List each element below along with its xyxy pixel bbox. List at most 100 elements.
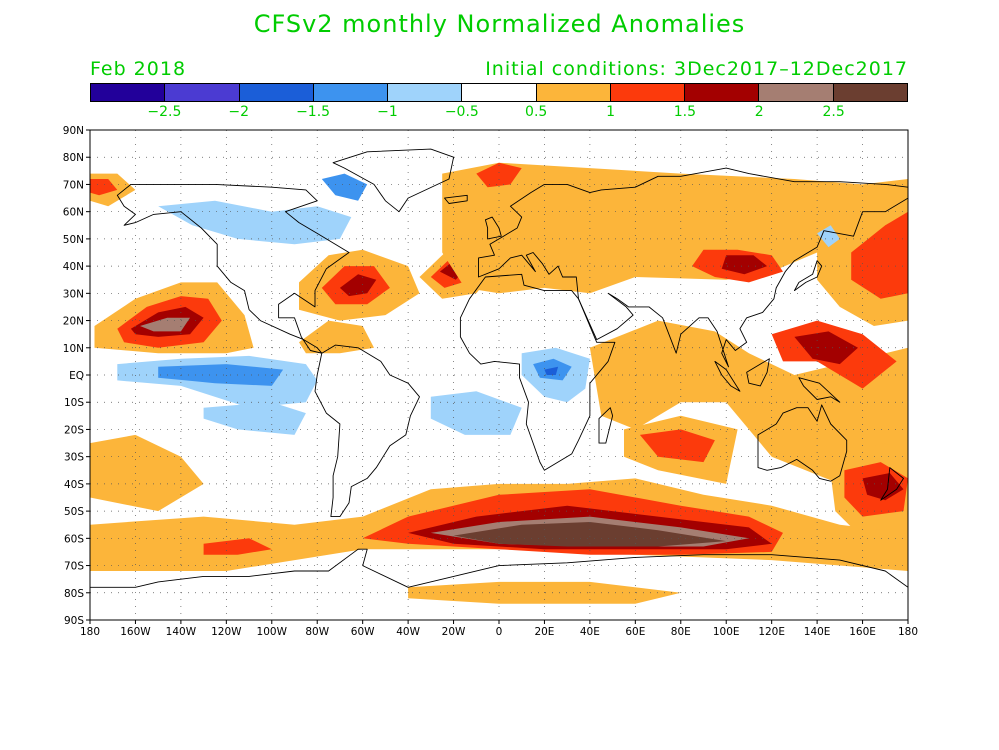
lon-label: 80E <box>671 626 691 638</box>
anomaly-region <box>90 238 222 277</box>
anomaly-region <box>721 255 768 275</box>
coastline <box>116 183 350 354</box>
anomaly-region <box>90 434 204 512</box>
colorbar-label: 2.5 <box>822 104 845 120</box>
lat-label: 90N <box>63 125 84 137</box>
lat-label: 30N <box>63 288 84 300</box>
colorbar-swatch <box>759 84 834 101</box>
anomaly-region <box>140 317 190 332</box>
lat-label: 20S <box>64 424 84 436</box>
colorbar-swatch <box>610 84 686 101</box>
coastline <box>714 360 741 392</box>
lon-label: 40W <box>396 626 420 638</box>
lon-label: 180 <box>898 626 918 638</box>
anomaly-region <box>817 225 840 248</box>
anomaly-region <box>476 162 522 188</box>
anomaly-region <box>639 429 715 463</box>
colorbar-swatch <box>313 84 389 101</box>
colorbar-label: 2 <box>754 104 764 120</box>
anomaly-region <box>339 274 377 297</box>
colorbar-swatch <box>91 84 166 101</box>
lat-label: 80S <box>64 588 84 600</box>
forecast-month: Feb 2018 <box>90 58 187 80</box>
colorbar-swatch <box>388 84 463 101</box>
anomaly-region <box>544 366 559 375</box>
coastline <box>746 358 770 387</box>
coastline <box>332 148 455 213</box>
lon-label: 60W <box>351 626 375 638</box>
lat-label: 60N <box>63 207 84 219</box>
colorbar-swatch <box>239 84 314 101</box>
colorbar-swatch <box>833 84 907 101</box>
colorbar-label: 1 <box>606 104 615 120</box>
lat-label: EQ <box>69 370 84 382</box>
lon-label: 20W <box>442 626 466 638</box>
coastline <box>757 404 848 482</box>
coastline <box>90 548 908 620</box>
map-title: CFSv2 monthly Normalized Anomalies <box>253 10 746 38</box>
lon-label: 140W <box>166 626 197 638</box>
lon-label: 20E <box>534 626 554 638</box>
lon-label: 0 <box>496 626 503 638</box>
latitude-axis: 90N 80N 70N 60N 50N 40N 30N 20N 10N EQ 10S 20S 30S 40… <box>63 125 90 627</box>
lat-label: 60S <box>64 533 84 545</box>
lat-label: 90S <box>64 615 84 627</box>
lat-label: 80N <box>63 152 84 164</box>
colorbar-label: 0.5 <box>525 104 548 120</box>
initial-conditions: Initial conditions: 3Dec2017–12Dec2017 <box>485 58 908 80</box>
coastline <box>314 344 420 518</box>
coastline <box>478 167 908 368</box>
coastline <box>484 216 502 240</box>
anomaly-region <box>442 162 908 294</box>
lat-label: 50S <box>64 506 84 518</box>
colorbar-swatch <box>462 84 537 101</box>
lon-label: 160E <box>849 626 876 638</box>
anomaly-region <box>321 173 368 201</box>
anomaly-region <box>90 179 118 196</box>
lon-label: 180 <box>80 626 100 638</box>
colorbar-label: −1 <box>377 104 398 120</box>
lat-label: 10S <box>64 397 84 409</box>
lon-label: 120W <box>211 626 242 638</box>
lat-label: 40S <box>64 479 84 491</box>
longitude-axis: 180 160W 140W 120W 100W 80W 60W 40W 20W 0 20E 40E 60… <box>80 620 918 638</box>
anomaly-region <box>299 320 374 354</box>
lon-label: 40E <box>580 626 600 638</box>
coastline <box>880 467 904 501</box>
lon-label: 80W <box>305 626 329 638</box>
anomaly-region <box>794 331 858 365</box>
colorbar-swatch <box>685 84 760 101</box>
lat-label: 70S <box>64 561 84 573</box>
lat-label: 40N <box>63 261 84 273</box>
anomaly-region <box>862 473 904 501</box>
anomaly-region <box>203 538 272 555</box>
colorbar-label: 1.5 <box>673 104 697 120</box>
lon-label: 160W <box>120 626 151 638</box>
anomaly-region <box>158 364 284 386</box>
lon-label: 140E <box>804 626 831 638</box>
anomaly-region <box>158 200 352 245</box>
anomaly-region <box>90 538 136 555</box>
anomaly-region <box>203 402 306 435</box>
coastline <box>459 273 616 471</box>
coastlines <box>90 148 908 620</box>
coastline <box>798 377 841 403</box>
lat-label: 20N <box>63 316 84 328</box>
lat-label: 50N <box>63 234 84 246</box>
colorbar-label: −1.5 <box>296 104 331 120</box>
coastline <box>444 194 468 204</box>
colorbar-label: −2 <box>228 104 250 120</box>
anomaly-region <box>851 211 908 299</box>
colorbar-labels: −2.5 −2 −1.5 −1 −0.5 0.5 1 1.5 2 2.5 <box>90 104 908 122</box>
coastline <box>598 407 614 444</box>
graticule <box>90 130 908 620</box>
lon-label: 100W <box>257 626 288 638</box>
colorbar-label: −0.5 <box>444 104 479 120</box>
colorbar-label: −2.5 <box>147 104 182 120</box>
colorbar <box>90 83 908 102</box>
lon-label: 120E <box>758 626 785 638</box>
lat-label: 70N <box>63 179 84 191</box>
lon-label: 100E <box>713 626 740 638</box>
anomaly-fill-layer <box>90 162 908 604</box>
